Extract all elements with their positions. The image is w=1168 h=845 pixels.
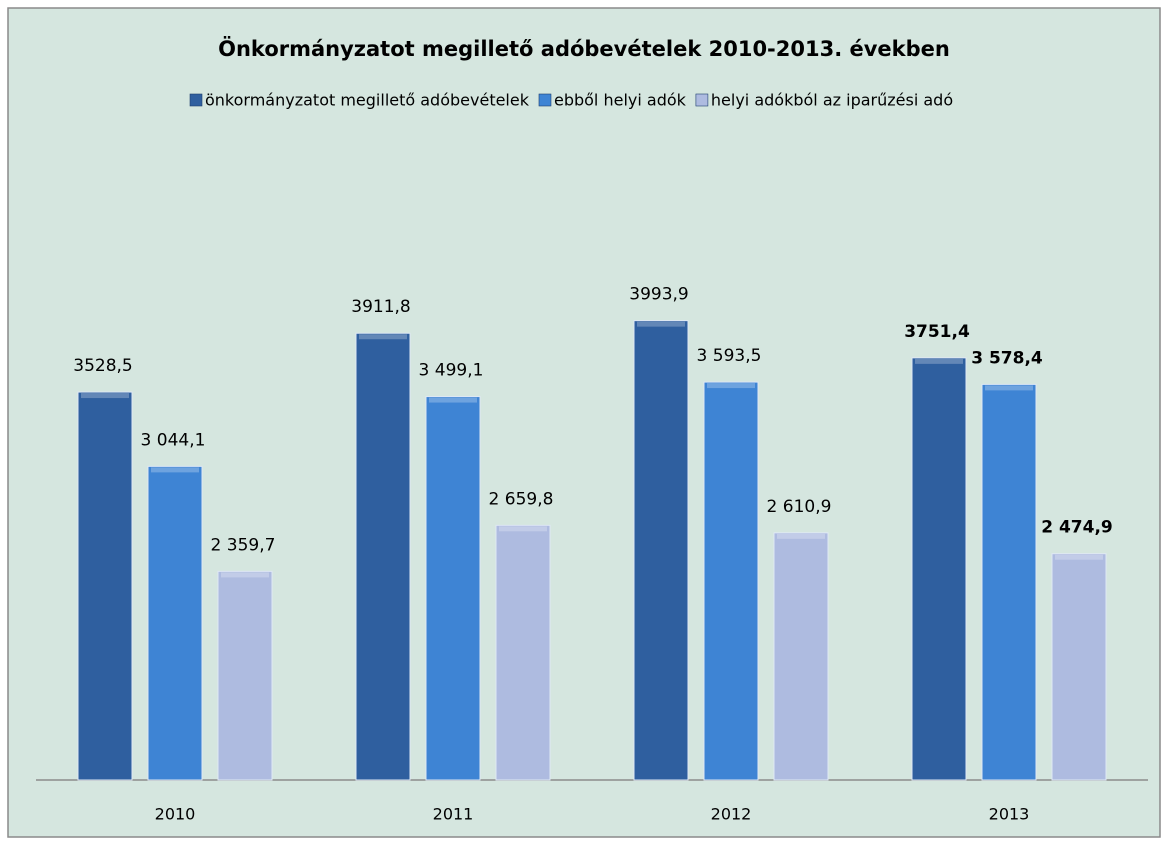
bar [1051,553,1107,781]
bar-bevel [707,383,755,389]
bar [147,465,203,781]
data-label: 2 474,9 [1041,518,1113,538]
bar-bevel [359,334,407,340]
legend-marker [538,93,552,107]
chart-title: Önkormányzatot megillető adóbevételek 20… [218,36,950,61]
x-tick-label: 2010 [155,805,196,824]
bar [495,524,551,781]
data-label: 3911,8 [351,297,410,317]
bar [355,332,411,781]
data-label: 2 610,9 [767,497,832,517]
x-tick-label: 2013 [989,805,1030,824]
legend-marker [189,93,203,107]
data-label: 2 359,7 [211,535,276,555]
bar-bevel [81,393,129,399]
data-label: 2 659,8 [489,489,554,509]
x-tick-label: 2012 [711,805,752,824]
legend-marker [695,93,709,107]
bar [981,383,1037,781]
bar-bevel [221,572,269,578]
bar [911,357,967,781]
bar-bevel [1055,554,1103,560]
bar-bevel [429,397,477,403]
x-tick-label: 2011 [433,805,474,824]
bar-bevel [985,385,1033,391]
data-label: 3993,9 [629,285,688,305]
legend-label: helyi adókból az iparűzési adó [711,91,953,110]
bar-bevel [499,526,547,532]
legend-label: önkormányzatot megillető adóbevételek [205,91,530,110]
data-label: 3751,4 [904,322,970,342]
data-label: 3 044,1 [141,430,206,450]
bar-bevel [777,533,825,539]
bar-bevel [637,321,685,327]
bar-bevel [151,467,199,473]
bar [425,396,481,781]
data-label: 3 593,5 [697,346,762,366]
bar [633,320,689,781]
legend-label: ebből helyi adók [554,91,687,110]
bar [217,570,273,781]
bar-bevel [915,358,963,364]
data-label: 3 578,4 [971,348,1043,368]
bar [773,532,829,781]
bar [77,391,133,781]
bar [703,381,759,781]
data-label: 3 499,1 [419,361,484,381]
data-label: 3528,5 [73,356,132,376]
